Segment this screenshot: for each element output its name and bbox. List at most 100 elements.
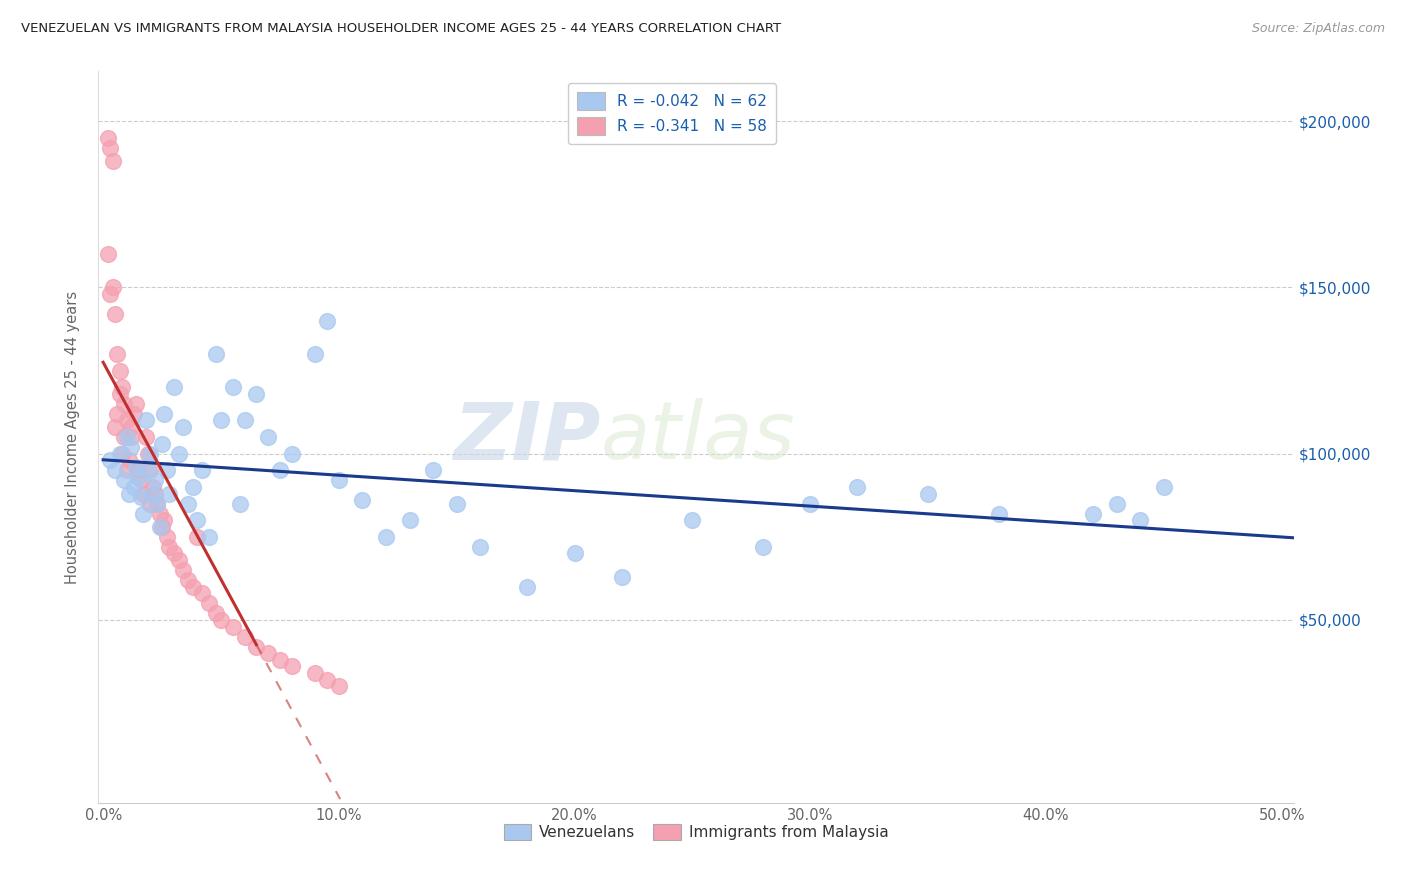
Point <box>191 586 214 600</box>
Point <box>470 540 492 554</box>
Point <box>104 463 127 477</box>
Point <box>129 473 152 487</box>
Point <box>209 413 232 427</box>
Point <box>177 573 200 587</box>
Point <box>104 420 127 434</box>
Point <box>139 463 162 477</box>
Point <box>304 666 326 681</box>
Point <box>352 493 374 508</box>
Point <box>233 413 256 427</box>
Point <box>150 520 173 534</box>
Point <box>316 673 339 687</box>
Point <box>222 619 245 633</box>
Point <box>398 513 420 527</box>
Point <box>280 447 302 461</box>
Point <box>146 497 169 511</box>
Point <box>1129 513 1152 527</box>
Point <box>1105 497 1128 511</box>
Point <box>987 507 1010 521</box>
Point <box>177 497 200 511</box>
Point <box>98 453 121 467</box>
Point <box>222 380 245 394</box>
Point <box>111 447 134 461</box>
Point <box>112 397 135 411</box>
Point <box>129 490 152 504</box>
Point <box>304 347 326 361</box>
Point <box>163 380 186 394</box>
Point <box>139 497 162 511</box>
Point <box>139 447 162 461</box>
Point <box>98 287 121 301</box>
Point <box>181 580 204 594</box>
Point <box>120 420 142 434</box>
Point <box>752 540 775 554</box>
Point <box>111 380 134 394</box>
Point <box>132 507 155 521</box>
Point <box>205 607 228 621</box>
Point <box>198 530 221 544</box>
Point <box>157 486 180 500</box>
Point <box>681 513 703 527</box>
Point <box>105 347 128 361</box>
Point <box>150 436 173 450</box>
Point <box>229 497 252 511</box>
Point <box>257 430 280 444</box>
Point <box>198 596 221 610</box>
Point <box>191 463 214 477</box>
Point <box>153 513 176 527</box>
Point <box>163 546 186 560</box>
Point <box>280 659 302 673</box>
Point <box>101 154 124 169</box>
Point <box>115 430 138 444</box>
Point <box>328 680 350 694</box>
Point <box>1153 480 1175 494</box>
Point <box>245 387 267 401</box>
Point <box>149 520 172 534</box>
Point <box>146 497 169 511</box>
Point <box>104 307 127 321</box>
Point <box>422 463 444 477</box>
Point <box>156 463 179 477</box>
Point <box>269 653 291 667</box>
Point <box>112 473 135 487</box>
Point <box>135 430 157 444</box>
Point <box>120 430 142 444</box>
Point <box>1081 507 1104 521</box>
Point <box>128 463 150 477</box>
Point <box>257 646 280 660</box>
Point <box>846 480 869 494</box>
Point <box>167 553 190 567</box>
Point <box>97 131 120 145</box>
Point <box>108 363 131 377</box>
Point <box>316 314 339 328</box>
Point <box>115 413 138 427</box>
Point <box>108 387 131 401</box>
Point <box>186 513 208 527</box>
Point <box>610 570 633 584</box>
Point <box>97 247 120 261</box>
Point <box>167 447 190 461</box>
Point <box>564 546 586 560</box>
Point <box>157 540 180 554</box>
Point <box>128 470 150 484</box>
Point <box>101 280 124 294</box>
Point <box>118 486 141 500</box>
Point <box>172 420 194 434</box>
Point <box>149 507 172 521</box>
Point <box>125 397 148 411</box>
Point <box>118 453 141 467</box>
Text: ZIP: ZIP <box>453 398 600 476</box>
Point <box>136 463 159 477</box>
Text: VENEZUELAN VS IMMIGRANTS FROM MALAYSIA HOUSEHOLDER INCOME AGES 25 - 44 YEARS COR: VENEZUELAN VS IMMIGRANTS FROM MALAYSIA H… <box>21 22 782 36</box>
Point <box>115 463 138 477</box>
Point <box>108 447 131 461</box>
Point <box>328 473 350 487</box>
Point <box>125 460 148 475</box>
Point <box>186 530 208 544</box>
Point <box>120 440 142 454</box>
Point <box>143 486 166 500</box>
Point <box>142 480 165 494</box>
Point <box>153 407 176 421</box>
Point <box>142 486 165 500</box>
Point <box>156 530 179 544</box>
